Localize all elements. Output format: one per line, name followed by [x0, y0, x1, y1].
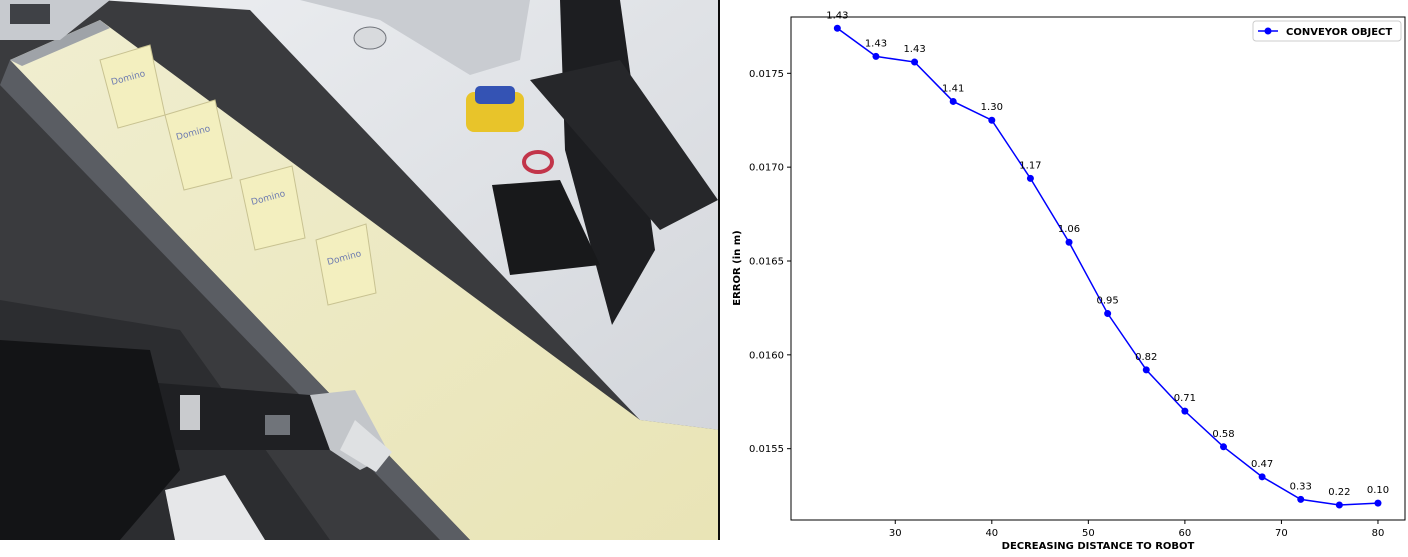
keyboard [530, 60, 718, 230]
data-point [1297, 495, 1305, 503]
laptop-screen [10, 4, 50, 24]
carton-3: Domino [239, 165, 306, 251]
data-label: 0.47 [1251, 459, 1273, 470]
x-tick-label: 60 [1179, 528, 1192, 539]
red-clamp [522, 150, 554, 174]
data-point [872, 52, 880, 60]
data-point [911, 58, 919, 66]
x-tick-label: 80 [1372, 528, 1385, 539]
data-point [1026, 174, 1034, 182]
data-label: 0.58 [1212, 429, 1234, 440]
y-axis: 0.0155 0.0160 0.0165 0.0170 0.0175 [749, 69, 791, 455]
legend-marker [1264, 27, 1272, 35]
chart-panel: 0.0155 0.0160 0.0165 0.0170 0.0175 30 40 50 60 7… [720, 0, 1408, 553]
conveyor-scene-photo: Domino Domino Domino Domino [0, 0, 720, 540]
y-tick-label: 0.0160 [749, 350, 784, 361]
x-tick-label: 50 [1082, 528, 1095, 539]
x-axis: 30 40 50 60 70 80 [889, 520, 1384, 539]
data-point [988, 116, 996, 124]
data-label: 1.43 [903, 44, 925, 55]
data-point [1181, 407, 1189, 415]
camera-image: Domino Domino Domino Domino [0, 0, 720, 540]
y-tick-label: 0.0170 [749, 163, 784, 174]
legend-label: CONVEYOR OBJECT [1286, 27, 1392, 38]
data-point [1374, 499, 1382, 507]
data-point [833, 24, 841, 32]
panel-border [718, 0, 720, 540]
plot-frame [790, 16, 1406, 521]
x-tick-label: 70 [1275, 528, 1288, 539]
error-vs-distance-chart: 0.0155 0.0160 0.0165 0.0170 0.0175 30 40 50 60 7… [732, 10, 1406, 552]
y-tick-label: 0.0155 [749, 444, 784, 455]
conveyor-top-rail [10, 20, 110, 66]
carton-4: Domino [315, 223, 377, 306]
robot-arm [120, 380, 392, 472]
legend: CONVEYOR OBJECT [1252, 20, 1402, 42]
data-point [949, 97, 957, 105]
robot-cover [165, 475, 265, 540]
data-label: 1.17 [1019, 160, 1041, 171]
yellow-toy-top [475, 86, 515, 104]
mouse [353, 26, 387, 50]
carton-2: Domino [164, 99, 233, 191]
data-label: 1.43 [865, 38, 887, 49]
robot-base [0, 340, 180, 540]
data-label: 0.33 [1290, 481, 1312, 492]
series-conveyor-object: 1.43 1.43 1.43 1.41 1.30 1.17 1.06 0.95 0.82 0.71… [826, 10, 1389, 509]
data-point [1104, 310, 1112, 318]
data-label: 1.30 [981, 102, 1003, 113]
data-label: 0.71 [1174, 393, 1196, 404]
data-point [1142, 366, 1150, 374]
data-label: 1.41 [942, 83, 964, 94]
y-tick-label: 0.0165 [749, 256, 784, 267]
data-point [1335, 501, 1343, 509]
data-point [1065, 238, 1073, 246]
x-tick-label: 30 [889, 528, 902, 539]
data-point [1220, 443, 1228, 451]
x-tick-label: 40 [985, 528, 998, 539]
data-label: 0.95 [1097, 296, 1119, 307]
y-axis-title: ERROR (in m) [732, 230, 743, 306]
data-label: 1.43 [826, 10, 848, 21]
data-point [1258, 473, 1266, 481]
data-label: 0.10 [1367, 485, 1389, 496]
y-tick-label: 0.0175 [749, 69, 784, 80]
data-label: 0.82 [1135, 352, 1157, 363]
x-axis-title: DECREASING DISTANCE TO ROBOT [1002, 541, 1195, 552]
series-line [836, 27, 1379, 506]
legend-box [1252, 20, 1402, 42]
data-label: 0.22 [1328, 487, 1350, 498]
monitor-stand-base [300, 0, 530, 75]
data-label: 1.06 [1058, 224, 1080, 235]
monitor-base [492, 180, 600, 275]
